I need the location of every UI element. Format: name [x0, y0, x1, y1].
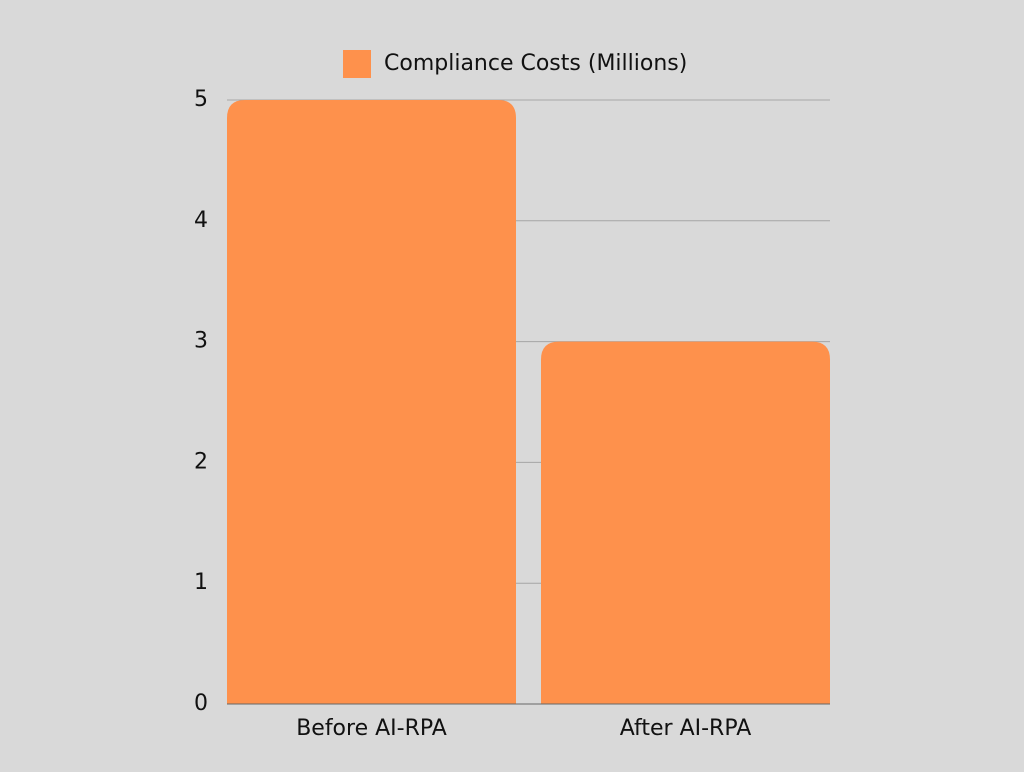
bar: [227, 100, 516, 704]
legend-swatch: [343, 50, 371, 78]
x-tick-label: Before AI-RPA: [296, 716, 447, 741]
y-tick-label: 2: [194, 449, 208, 474]
bar: [541, 341, 830, 704]
y-tick-label: 4: [194, 208, 208, 233]
legend-label: Compliance Costs (Millions): [384, 51, 687, 76]
x-tick-label: After AI-RPA: [620, 716, 752, 741]
y-tick-label: 1: [194, 570, 208, 595]
y-tick-label: 5: [194, 87, 208, 112]
y-tick-label: 3: [194, 329, 208, 354]
y-tick-label: 0: [194, 691, 208, 716]
